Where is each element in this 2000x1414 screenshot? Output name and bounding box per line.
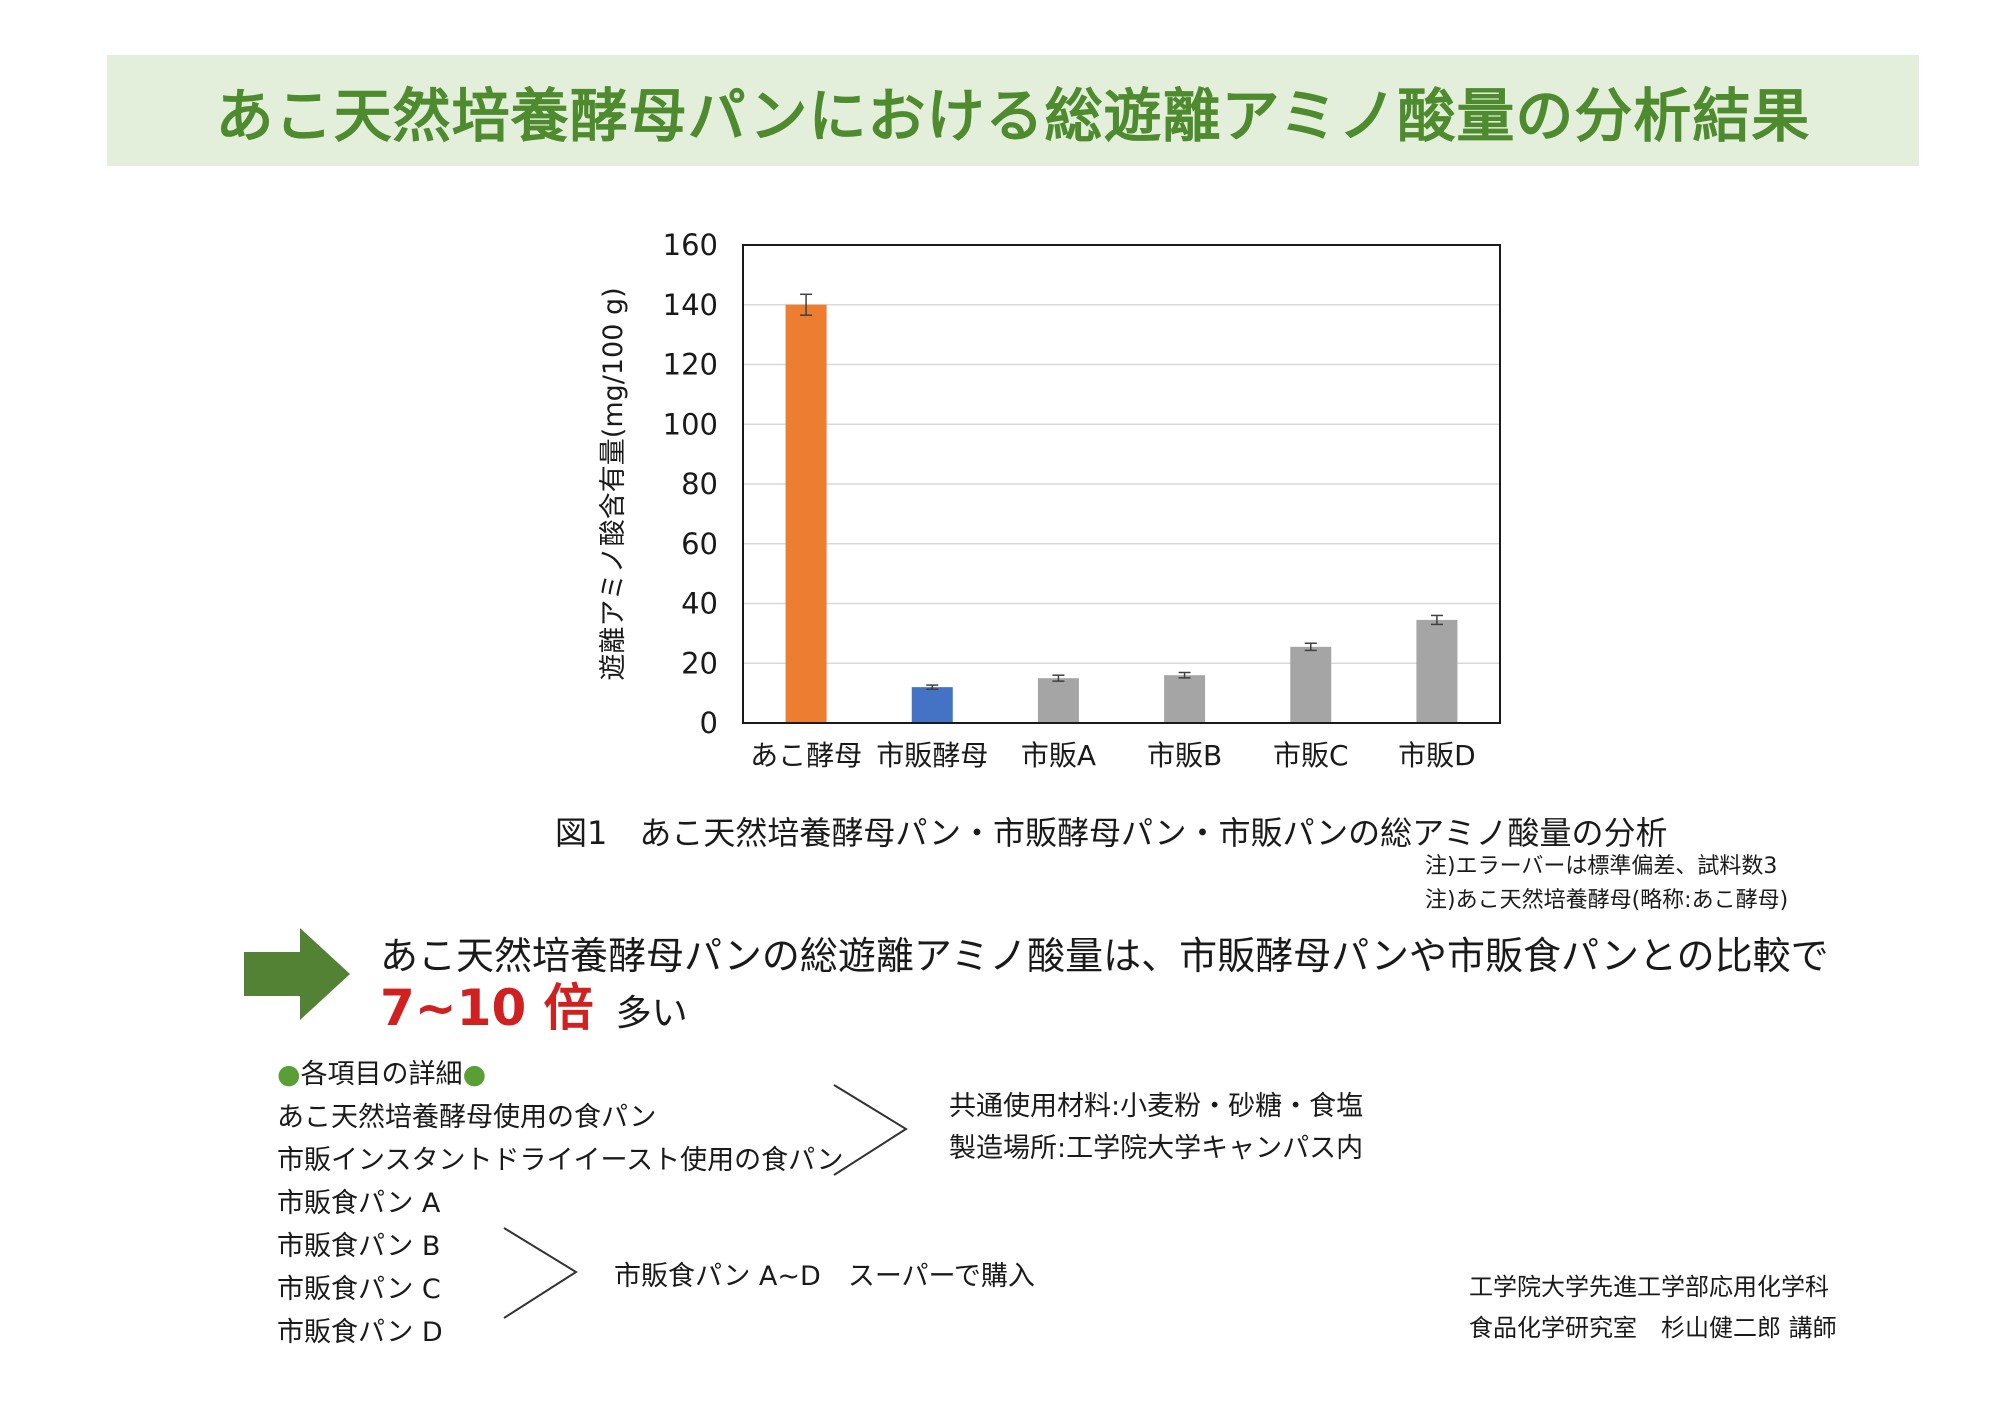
x-tick-label: 市販C xyxy=(1273,739,1349,772)
figure-caption: 図1 あこ天然培養酵母パン・市販酵母パン・市販パンの総アミノ酸量の分析 xyxy=(555,814,1668,852)
y-tick-label: 100 xyxy=(663,407,718,441)
list-item: あこ天然培養酵母使用の食パン xyxy=(277,1102,657,1133)
x-tick-label: 市販酵母 xyxy=(876,739,988,772)
conclusion-text: あこ天然培養酵母パンの総遊離アミノ酸量は、市販酵母パンや市販食パンとの比較で xyxy=(380,934,1829,978)
y-axis-title: 遊離アミノ酸含有量(mg/100 g) xyxy=(598,287,629,680)
bullet-icon: ● xyxy=(462,1059,487,1090)
y-tick-label: 80 xyxy=(681,467,718,501)
y-tick-label: 160 xyxy=(663,228,718,262)
bar xyxy=(1416,619,1458,723)
list-item: 市販食パン C xyxy=(277,1274,441,1305)
bar xyxy=(1037,678,1079,723)
list-item: 市販食パン B xyxy=(277,1231,441,1262)
list-item: 市販インスタントドライイースト使用の食パン xyxy=(277,1145,844,1176)
bar xyxy=(911,687,953,723)
page-title: あこ天然培養酵母パンにおける総遊離アミノ酸量の分析結果 xyxy=(215,81,1811,150)
y-tick-label: 40 xyxy=(681,587,718,621)
y-tick-label: 140 xyxy=(663,288,718,322)
right-arrow-icon xyxy=(244,928,350,1020)
note-error-bars: 注)エラーバーは標準偏差、試料数3 xyxy=(1425,854,1778,879)
credit-department: 工学院大学先進工学部応用化学科 xyxy=(1469,1273,1829,1301)
x-tick-label: 市販A xyxy=(1021,739,1096,772)
bracket-icon xyxy=(503,1227,578,1319)
y-tick-label: 60 xyxy=(681,527,718,561)
manufacturing-place: 製造場所:工学院大学キャンパス内 xyxy=(949,1133,1364,1164)
plot-frame xyxy=(742,244,1501,724)
conclusion-emphasis: 7~10 倍多い xyxy=(380,968,688,1040)
bar xyxy=(785,304,827,723)
x-tick-label: あこ酵母 xyxy=(750,739,862,772)
bar xyxy=(1164,675,1206,723)
bar xyxy=(1290,646,1332,723)
bar-chart: 0 20 40 60 80 100 120 140 160 あこ酵母 市販酵母 市販A 市販B 市販C 市販… xyxy=(598,228,1501,772)
note-abbreviation: 注)あこ天然培養酵母(略称:あこ酵母) xyxy=(1425,888,1789,913)
common-materials: 共通使用材料:小麦粉・砂糖・食塩 xyxy=(949,1091,1364,1122)
credit-lab: 食品化学研究室 杉山健二郎 講師 xyxy=(1469,1314,1837,1342)
x-tick-label: 市販B xyxy=(1147,739,1222,772)
y-tick-label: 0 xyxy=(700,706,718,740)
purchase-note: 市販食パン A~D スーパーで購入 xyxy=(614,1261,1035,1292)
details-heading-text: 各項目の詳細 xyxy=(300,1059,463,1090)
x-tick-label: 市販D xyxy=(1398,739,1476,772)
ratio-highlight: 7~10 倍 xyxy=(380,979,594,1037)
y-tick-label: 20 xyxy=(681,646,718,680)
details-heading: ●各項目の詳細● xyxy=(277,1053,843,1096)
bracket-icon xyxy=(833,1084,908,1176)
list-item: 市販食パン A xyxy=(277,1188,441,1219)
conclusion-tail: 多い xyxy=(615,993,688,1034)
y-tick-label: 120 xyxy=(663,348,718,382)
title-band: あこ天然培養酵母パンにおける総遊離アミノ酸量の分析結果 xyxy=(107,55,1919,166)
details-list: ●各項目の詳細● あこ天然培養酵母使用の食パン 市販インスタントドライイースト使… xyxy=(277,1053,843,1354)
bullet-icon: ● xyxy=(277,1059,301,1090)
list-item: 市販食パン D xyxy=(277,1317,443,1348)
